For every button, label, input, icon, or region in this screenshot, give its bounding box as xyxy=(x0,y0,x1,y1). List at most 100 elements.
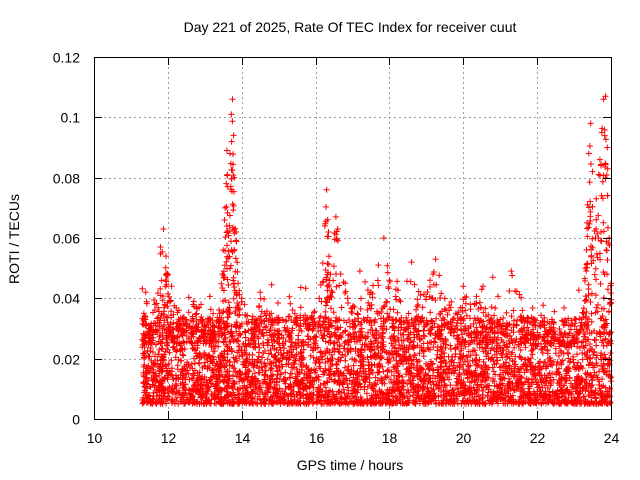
data-point xyxy=(235,338,242,345)
data-point xyxy=(561,304,568,311)
data-point xyxy=(303,362,310,369)
data-point xyxy=(147,344,154,351)
data-point xyxy=(220,287,227,294)
data-point xyxy=(298,339,305,346)
data-point xyxy=(195,359,202,366)
data-point xyxy=(179,366,186,373)
data-point xyxy=(282,338,289,345)
data-point xyxy=(415,313,422,320)
data-point xyxy=(487,326,494,333)
data-point xyxy=(163,339,170,346)
data-point xyxy=(358,359,365,366)
data-point xyxy=(493,348,500,355)
data-point xyxy=(230,188,237,195)
data-point xyxy=(591,349,598,356)
data-point xyxy=(586,220,593,227)
data-point xyxy=(235,305,242,312)
data-point xyxy=(150,349,157,356)
data-point xyxy=(169,326,176,333)
data-point xyxy=(368,301,375,308)
data-point xyxy=(387,358,394,365)
data-point xyxy=(282,328,289,335)
data-point xyxy=(149,330,156,337)
data-point xyxy=(309,325,316,332)
data-point xyxy=(489,338,496,345)
data-point xyxy=(487,347,494,354)
data-point xyxy=(140,380,147,387)
data-point xyxy=(442,336,449,343)
data-point xyxy=(411,281,418,288)
data-point xyxy=(185,335,192,342)
data-point xyxy=(562,376,569,383)
data-point xyxy=(585,382,592,389)
data-point xyxy=(307,352,314,359)
data-point xyxy=(327,362,334,369)
data-point xyxy=(213,400,220,407)
data-point xyxy=(583,296,590,303)
data-point xyxy=(249,400,256,407)
data-point xyxy=(208,343,215,350)
data-point xyxy=(348,308,355,315)
data-point xyxy=(264,336,271,343)
data-point xyxy=(224,171,231,178)
data-point xyxy=(143,340,150,347)
data-point xyxy=(372,351,379,358)
data-point xyxy=(399,360,406,367)
data-point xyxy=(454,326,461,333)
data-point xyxy=(330,309,337,316)
data-point xyxy=(205,352,212,359)
data-point xyxy=(536,362,543,369)
data-point xyxy=(245,327,252,334)
data-point xyxy=(163,400,170,407)
data-point xyxy=(376,386,383,393)
data-point xyxy=(522,378,529,385)
data-point xyxy=(342,376,349,383)
data-point xyxy=(590,257,597,264)
data-point xyxy=(460,326,467,333)
data-point xyxy=(165,361,172,368)
data-point xyxy=(580,328,587,335)
data-point xyxy=(435,332,442,339)
data-point xyxy=(288,364,295,371)
data-point xyxy=(190,382,197,389)
data-point xyxy=(225,255,232,262)
data-point xyxy=(198,318,205,325)
data-point xyxy=(344,295,351,302)
data-point xyxy=(593,251,600,258)
data-point xyxy=(390,397,397,404)
data-point xyxy=(454,335,461,342)
data-point xyxy=(471,315,478,322)
data-point xyxy=(303,316,310,323)
data-point xyxy=(345,332,352,339)
data-point xyxy=(462,388,469,395)
data-point xyxy=(153,400,160,407)
data-point xyxy=(317,349,324,356)
data-point xyxy=(596,385,603,392)
data-point xyxy=(498,336,505,343)
data-point xyxy=(363,390,370,397)
data-point xyxy=(535,379,542,386)
data-point xyxy=(316,314,323,321)
data-point xyxy=(224,357,231,364)
data-point xyxy=(508,367,515,374)
data-point xyxy=(430,344,437,351)
data-point xyxy=(198,329,205,336)
data-point xyxy=(364,314,371,321)
data-point xyxy=(255,365,262,372)
data-point xyxy=(227,339,234,346)
data-point xyxy=(556,380,563,387)
data-point xyxy=(385,367,392,374)
data-point xyxy=(432,393,439,400)
data-point xyxy=(420,340,427,347)
data-point xyxy=(341,390,348,397)
data-point xyxy=(321,314,328,321)
data-point xyxy=(350,362,357,369)
data-point xyxy=(263,323,270,330)
data-point xyxy=(337,370,344,377)
data-point xyxy=(319,350,326,357)
data-point xyxy=(514,373,521,380)
data-point xyxy=(166,384,173,391)
data-point xyxy=(281,345,288,352)
data-point xyxy=(392,286,399,293)
data-point xyxy=(568,317,575,324)
